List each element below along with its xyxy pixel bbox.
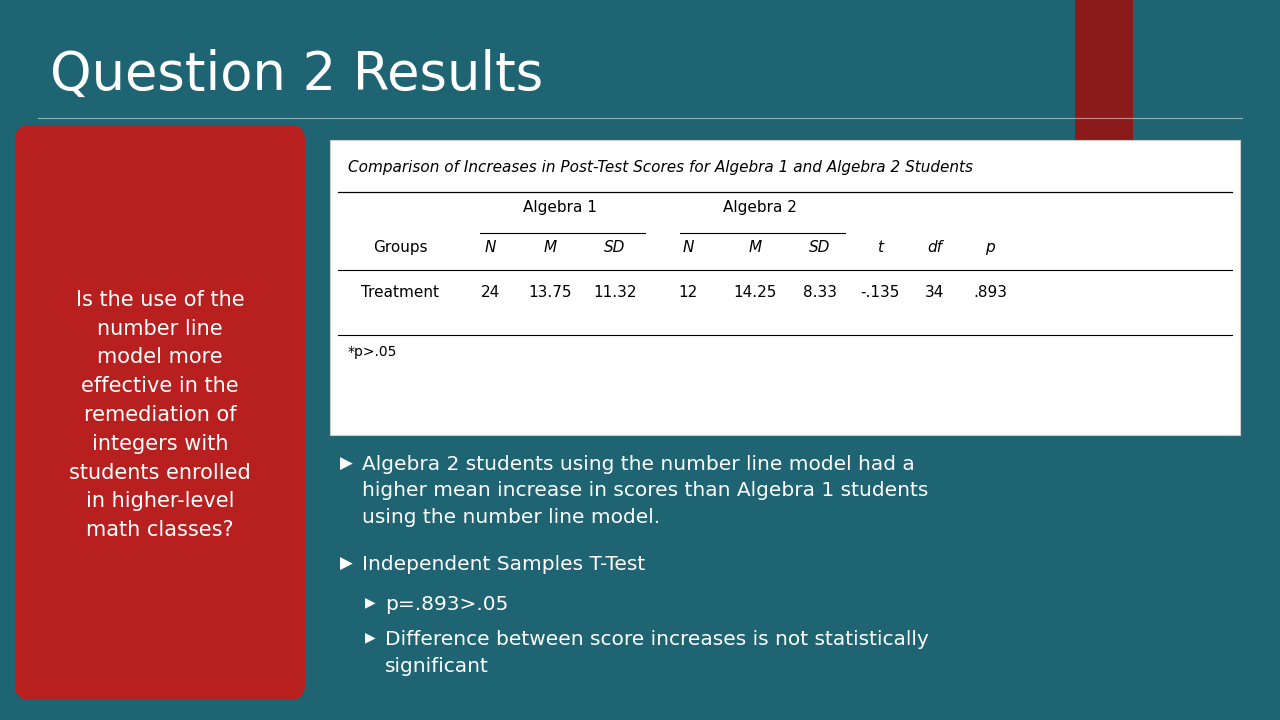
Text: 24: 24 (480, 285, 499, 300)
Text: ▶: ▶ (340, 555, 353, 573)
Text: Algebra 1: Algebra 1 (524, 200, 596, 215)
Text: Is the use of the
number line
model more
effective in the
remediation of
integer: Is the use of the number line model more… (69, 289, 251, 540)
Text: Treatment: Treatment (361, 285, 439, 300)
Text: 34: 34 (925, 285, 945, 300)
Text: 12: 12 (678, 285, 698, 300)
Text: p: p (986, 240, 995, 255)
FancyBboxPatch shape (1075, 0, 1133, 145)
Text: N: N (484, 240, 495, 255)
Text: *p>.05: *p>.05 (348, 345, 397, 359)
Text: M: M (749, 240, 762, 255)
Text: 14.25: 14.25 (733, 285, 777, 300)
Text: Groups: Groups (372, 240, 428, 255)
Text: Difference between score increases is not statistically
significant: Difference between score increases is no… (385, 630, 929, 675)
FancyBboxPatch shape (330, 140, 1240, 435)
Text: df: df (928, 240, 942, 255)
Text: Independent Samples T-Test: Independent Samples T-Test (362, 555, 645, 574)
FancyBboxPatch shape (15, 125, 305, 700)
Text: ▶: ▶ (365, 595, 375, 609)
Text: Comparison of Increases in Post-Test Scores for Algebra 1 and Algebra 2 Students: Comparison of Increases in Post-Test Sco… (348, 160, 973, 175)
Text: N: N (682, 240, 694, 255)
Text: t: t (877, 240, 883, 255)
Text: p=.893>.05: p=.893>.05 (385, 595, 508, 614)
Text: M: M (544, 240, 557, 255)
Text: SD: SD (809, 240, 831, 255)
Text: 11.32: 11.32 (593, 285, 636, 300)
Text: SD: SD (604, 240, 626, 255)
Text: Question 2 Results: Question 2 Results (50, 49, 543, 101)
Text: ▶: ▶ (340, 455, 353, 473)
Text: Algebra 2: Algebra 2 (723, 200, 797, 215)
Text: ▶: ▶ (365, 630, 375, 644)
Text: Algebra 2 students using the number line model had a
higher mean increase in sco: Algebra 2 students using the number line… (362, 455, 928, 527)
Text: 13.75: 13.75 (529, 285, 572, 300)
Text: -.135: -.135 (860, 285, 900, 300)
Text: 8.33: 8.33 (803, 285, 837, 300)
Text: .893: .893 (973, 285, 1007, 300)
